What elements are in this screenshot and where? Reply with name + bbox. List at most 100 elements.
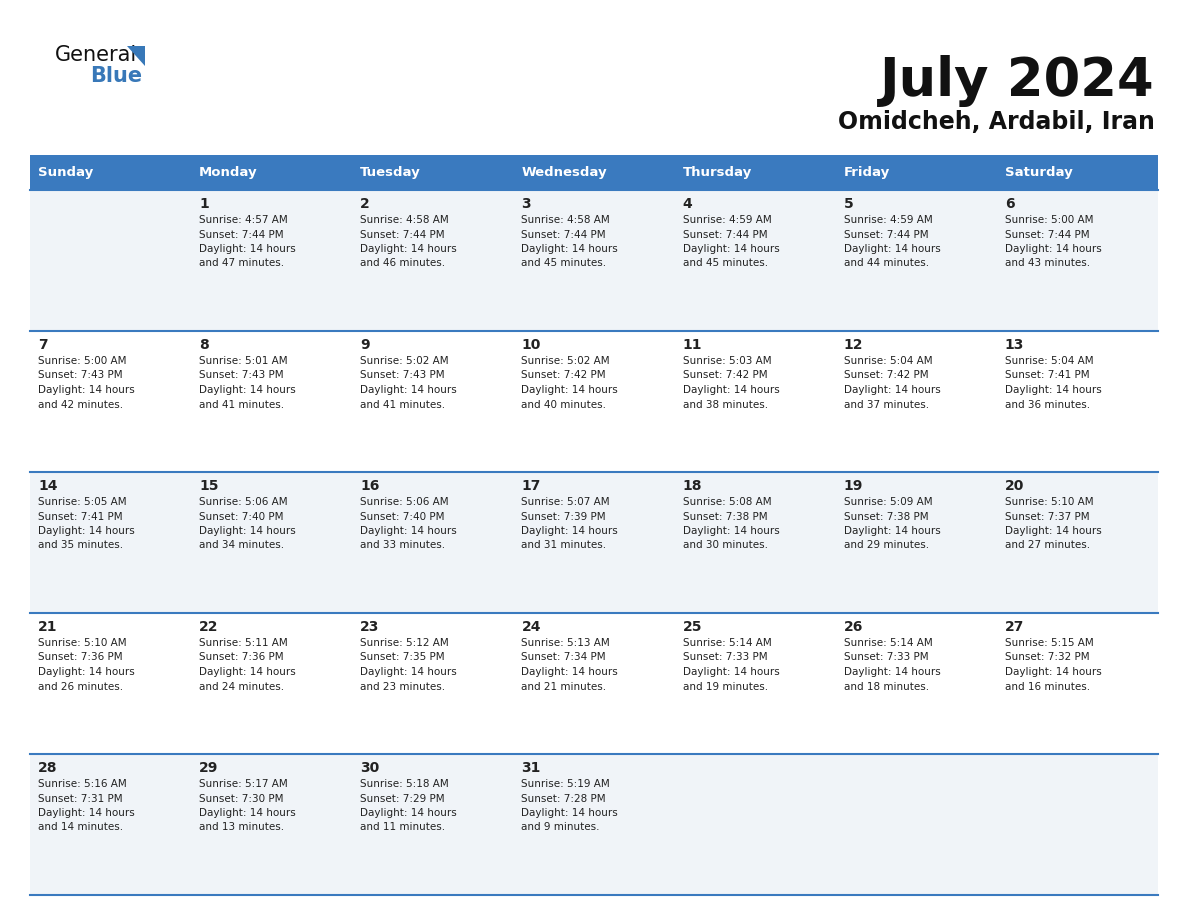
Text: Sunrise: 5:00 AM: Sunrise: 5:00 AM <box>1005 215 1093 225</box>
Text: Daylight: 14 hours: Daylight: 14 hours <box>200 526 296 536</box>
Text: Sunrise: 5:07 AM: Sunrise: 5:07 AM <box>522 497 611 507</box>
Text: 16: 16 <box>360 479 380 493</box>
Text: 14: 14 <box>38 479 57 493</box>
Text: Sunday: Sunday <box>38 166 93 179</box>
Text: Sunrise: 5:16 AM: Sunrise: 5:16 AM <box>38 779 127 789</box>
Text: Daylight: 14 hours: Daylight: 14 hours <box>360 667 457 677</box>
Text: Friday: Friday <box>843 166 890 179</box>
Text: Sunrise: 5:02 AM: Sunrise: 5:02 AM <box>522 356 611 366</box>
Text: Daylight: 14 hours: Daylight: 14 hours <box>843 385 941 395</box>
Text: and 34 minutes.: and 34 minutes. <box>200 541 284 551</box>
Text: 17: 17 <box>522 479 541 493</box>
Text: Sunrise: 5:11 AM: Sunrise: 5:11 AM <box>200 638 287 648</box>
Text: and 31 minutes.: and 31 minutes. <box>522 541 607 551</box>
Text: 27: 27 <box>1005 620 1024 634</box>
Text: and 41 minutes.: and 41 minutes. <box>360 399 446 409</box>
Bar <box>30 155 191 190</box>
Text: 7: 7 <box>38 338 48 352</box>
Text: Sunrise: 5:03 AM: Sunrise: 5:03 AM <box>683 356 771 366</box>
Text: Sunset: 7:44 PM: Sunset: 7:44 PM <box>683 230 767 240</box>
Text: 21: 21 <box>38 620 57 634</box>
Text: Sunset: 7:38 PM: Sunset: 7:38 PM <box>843 511 928 521</box>
Text: Sunrise: 5:06 AM: Sunrise: 5:06 AM <box>360 497 449 507</box>
Text: Daylight: 14 hours: Daylight: 14 hours <box>522 526 618 536</box>
Text: 9: 9 <box>360 338 369 352</box>
Text: Sunset: 7:43 PM: Sunset: 7:43 PM <box>38 371 122 380</box>
Text: and 47 minutes.: and 47 minutes. <box>200 259 284 268</box>
Text: 4: 4 <box>683 197 693 211</box>
Text: Sunrise: 5:02 AM: Sunrise: 5:02 AM <box>360 356 449 366</box>
Text: and 9 minutes.: and 9 minutes. <box>522 823 600 833</box>
Text: Daylight: 14 hours: Daylight: 14 hours <box>200 667 296 677</box>
Text: 28: 28 <box>38 761 57 775</box>
Text: Daylight: 14 hours: Daylight: 14 hours <box>522 667 618 677</box>
Text: and 45 minutes.: and 45 minutes. <box>522 259 607 268</box>
Text: and 19 minutes.: and 19 minutes. <box>683 681 767 691</box>
Text: 31: 31 <box>522 761 541 775</box>
Text: Sunset: 7:28 PM: Sunset: 7:28 PM <box>522 793 606 803</box>
Text: Sunrise: 4:58 AM: Sunrise: 4:58 AM <box>360 215 449 225</box>
Text: 30: 30 <box>360 761 379 775</box>
Text: 12: 12 <box>843 338 864 352</box>
Text: and 44 minutes.: and 44 minutes. <box>843 259 929 268</box>
Text: and 36 minutes.: and 36 minutes. <box>1005 399 1089 409</box>
Text: Sunrise: 5:10 AM: Sunrise: 5:10 AM <box>38 638 127 648</box>
Text: and 24 minutes.: and 24 minutes. <box>200 681 284 691</box>
Text: and 33 minutes.: and 33 minutes. <box>360 541 446 551</box>
Text: Sunrise: 5:10 AM: Sunrise: 5:10 AM <box>1005 497 1093 507</box>
Text: Sunrise: 5:12 AM: Sunrise: 5:12 AM <box>360 638 449 648</box>
Bar <box>835 155 997 190</box>
Text: 29: 29 <box>200 761 219 775</box>
Text: July 2024: July 2024 <box>880 55 1155 107</box>
Text: 5: 5 <box>843 197 853 211</box>
Bar <box>30 754 1158 895</box>
Text: Sunset: 7:35 PM: Sunset: 7:35 PM <box>360 653 446 663</box>
Text: Daylight: 14 hours: Daylight: 14 hours <box>38 526 134 536</box>
Text: Daylight: 14 hours: Daylight: 14 hours <box>38 808 134 818</box>
Text: Sunset: 7:44 PM: Sunset: 7:44 PM <box>1005 230 1089 240</box>
Text: 25: 25 <box>683 620 702 634</box>
Text: and 38 minutes.: and 38 minutes. <box>683 399 767 409</box>
Text: Omidcheh, Ardabil, Iran: Omidcheh, Ardabil, Iran <box>838 110 1155 134</box>
Text: 23: 23 <box>360 620 380 634</box>
Text: Daylight: 14 hours: Daylight: 14 hours <box>522 244 618 254</box>
Text: Daylight: 14 hours: Daylight: 14 hours <box>683 667 779 677</box>
Text: Daylight: 14 hours: Daylight: 14 hours <box>200 385 296 395</box>
Bar <box>30 472 1158 613</box>
Text: Daylight: 14 hours: Daylight: 14 hours <box>360 808 457 818</box>
Text: Sunrise: 5:14 AM: Sunrise: 5:14 AM <box>683 638 771 648</box>
Text: Daylight: 14 hours: Daylight: 14 hours <box>522 385 618 395</box>
Text: 24: 24 <box>522 620 541 634</box>
Text: Daylight: 14 hours: Daylight: 14 hours <box>843 526 941 536</box>
Text: Sunset: 7:34 PM: Sunset: 7:34 PM <box>522 653 606 663</box>
Text: Sunrise: 4:59 AM: Sunrise: 4:59 AM <box>843 215 933 225</box>
Text: Daylight: 14 hours: Daylight: 14 hours <box>200 808 296 818</box>
Text: and 11 minutes.: and 11 minutes. <box>360 823 446 833</box>
Text: Sunset: 7:44 PM: Sunset: 7:44 PM <box>200 230 284 240</box>
Text: Sunset: 7:36 PM: Sunset: 7:36 PM <box>38 653 122 663</box>
Text: Daylight: 14 hours: Daylight: 14 hours <box>683 385 779 395</box>
Text: and 26 minutes.: and 26 minutes. <box>38 681 124 691</box>
Text: and 45 minutes.: and 45 minutes. <box>683 259 767 268</box>
Text: Sunrise: 5:09 AM: Sunrise: 5:09 AM <box>843 497 933 507</box>
Bar <box>997 155 1158 190</box>
Text: Sunrise: 4:59 AM: Sunrise: 4:59 AM <box>683 215 771 225</box>
Text: Sunset: 7:33 PM: Sunset: 7:33 PM <box>683 653 767 663</box>
Text: Sunrise: 5:05 AM: Sunrise: 5:05 AM <box>38 497 127 507</box>
Text: Daylight: 14 hours: Daylight: 14 hours <box>360 385 457 395</box>
Text: 13: 13 <box>1005 338 1024 352</box>
Text: Wednesday: Wednesday <box>522 166 607 179</box>
Text: Daylight: 14 hours: Daylight: 14 hours <box>1005 667 1101 677</box>
Text: Sunset: 7:41 PM: Sunset: 7:41 PM <box>1005 371 1089 380</box>
Text: Daylight: 14 hours: Daylight: 14 hours <box>360 244 457 254</box>
Text: Sunrise: 5:00 AM: Sunrise: 5:00 AM <box>38 356 126 366</box>
Text: Saturday: Saturday <box>1005 166 1073 179</box>
Text: and 37 minutes.: and 37 minutes. <box>843 399 929 409</box>
Text: 22: 22 <box>200 620 219 634</box>
Text: Daylight: 14 hours: Daylight: 14 hours <box>522 808 618 818</box>
Text: and 35 minutes.: and 35 minutes. <box>38 541 124 551</box>
Text: and 27 minutes.: and 27 minutes. <box>1005 541 1089 551</box>
Text: 6: 6 <box>1005 197 1015 211</box>
Text: 18: 18 <box>683 479 702 493</box>
Text: and 40 minutes.: and 40 minutes. <box>522 399 606 409</box>
